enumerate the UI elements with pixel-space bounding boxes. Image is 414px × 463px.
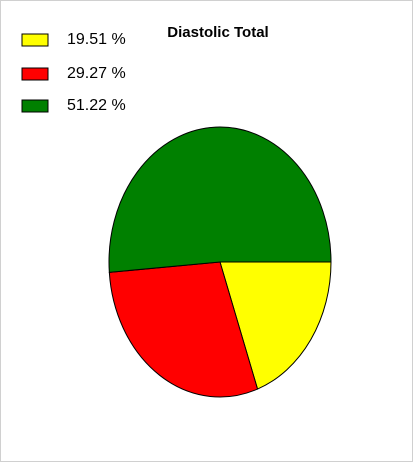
chart-title: Diastolic Total	[167, 24, 268, 41]
legend-swatch	[21, 33, 49, 47]
legend-swatch	[21, 99, 49, 113]
legend-label: 51.22 %	[67, 97, 126, 114]
legend-swatch	[21, 67, 49, 81]
legend-label: 29.27 %	[67, 65, 126, 82]
pie-slice	[108, 261, 259, 398]
pie-slice	[108, 126, 332, 273]
legend-label: 19.51 %	[67, 31, 126, 48]
pie-slice	[219, 261, 332, 390]
